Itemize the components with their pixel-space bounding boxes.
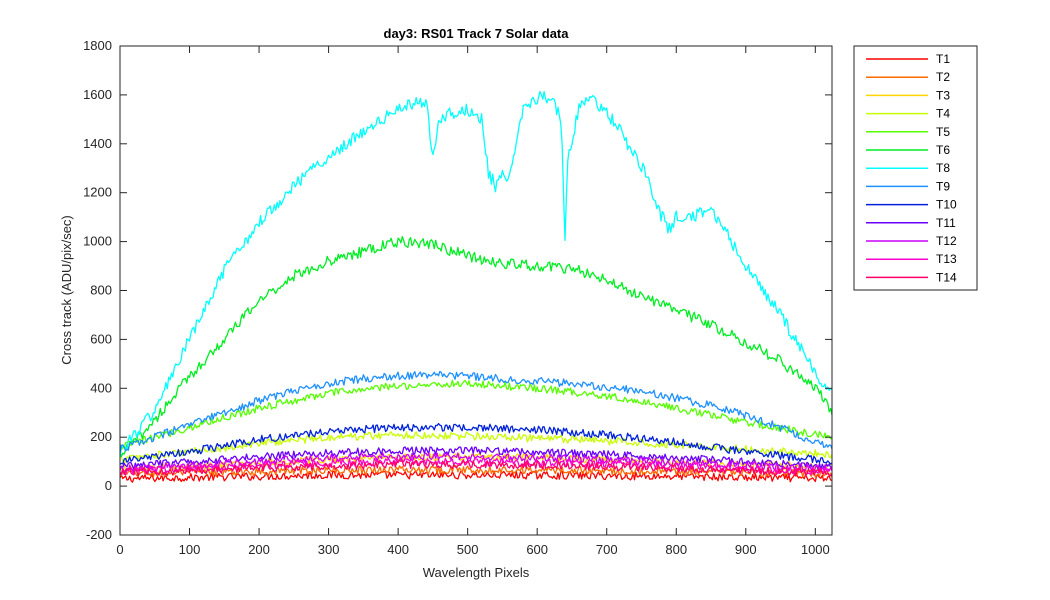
x-tick-label: 700 <box>596 542 618 557</box>
legend-label-t1: T1 <box>936 52 950 66</box>
x-tick-label: 800 <box>665 542 687 557</box>
series-layer <box>119 90 833 483</box>
x-tick-label: 1000 <box>801 542 830 557</box>
y-tick-label: 1400 <box>83 136 112 151</box>
series-line-t8 <box>119 90 833 458</box>
x-tick-label: 100 <box>179 542 201 557</box>
y-axis-label: Cross track (ADU/pix/sec) <box>59 215 74 365</box>
legend-label-t11: T11 <box>936 216 956 230</box>
x-tick-label: 600 <box>526 542 548 557</box>
legend-label-t3: T3 <box>936 88 950 102</box>
legend-label-t13: T13 <box>936 252 957 266</box>
legend-label-t10: T10 <box>936 198 957 212</box>
series-line-t5 <box>119 379 833 451</box>
x-tick-label: 300 <box>318 542 340 557</box>
y-tick-label: 1800 <box>83 38 112 53</box>
series-line-t3 <box>119 452 833 473</box>
series-line-t14 <box>119 460 833 477</box>
y-tick-label: 600 <box>90 331 112 346</box>
plot-background <box>120 46 832 535</box>
legend-label-t2: T2 <box>936 70 950 84</box>
y-tick-label: 200 <box>90 429 112 444</box>
chart-title: day3: RS01 Track 7 Solar data <box>384 26 570 41</box>
series-line-t13 <box>119 457 833 476</box>
y-tick-label: 1000 <box>83 234 112 249</box>
y-tick-label: 800 <box>90 283 112 298</box>
series-line-t1 <box>119 470 833 483</box>
y-tick-label: 400 <box>90 380 112 395</box>
y-tick-label: 0 <box>105 478 112 493</box>
series-line-t11 <box>119 446 833 471</box>
series-line-t10 <box>119 422 833 465</box>
x-axis: 0 100 200 300 400 500 600 700 800 900 1000 <box>116 46 830 557</box>
legend-label-t9: T9 <box>936 179 950 193</box>
x-axis-label: Wavelength Pixels <box>423 565 530 580</box>
series-line-t12 <box>119 452 833 474</box>
y-tick-label: 1200 <box>83 185 112 200</box>
x-tick-label: 500 <box>457 542 479 557</box>
legend-label-t4: T4 <box>936 107 950 121</box>
x-tick-label: 0 <box>116 542 123 557</box>
legend-label-t14: T14 <box>936 270 957 284</box>
x-tick-label: 400 <box>387 542 409 557</box>
x-tick-label: 900 <box>735 542 757 557</box>
legend-label-t5: T5 <box>936 125 950 139</box>
legend: T1 T2 T3 T4 T5 T6 T8 T9 T10 T11 T12 T13 T14 <box>853 45 978 291</box>
y-axis: -200 0 200 400 600 800 1000 1200 1400 1600 1800 <box>83 38 832 542</box>
legend-label-t8: T8 <box>936 161 950 175</box>
series-line-t6 <box>119 235 833 458</box>
x-tick-label: 200 <box>248 542 270 557</box>
legend-label-t12: T12 <box>936 234 957 248</box>
y-tick-label: -200 <box>86 527 112 542</box>
legend-label-t6: T6 <box>936 143 950 157</box>
y-tick-label: 1600 <box>83 87 112 102</box>
series-line-t9 <box>119 370 833 453</box>
